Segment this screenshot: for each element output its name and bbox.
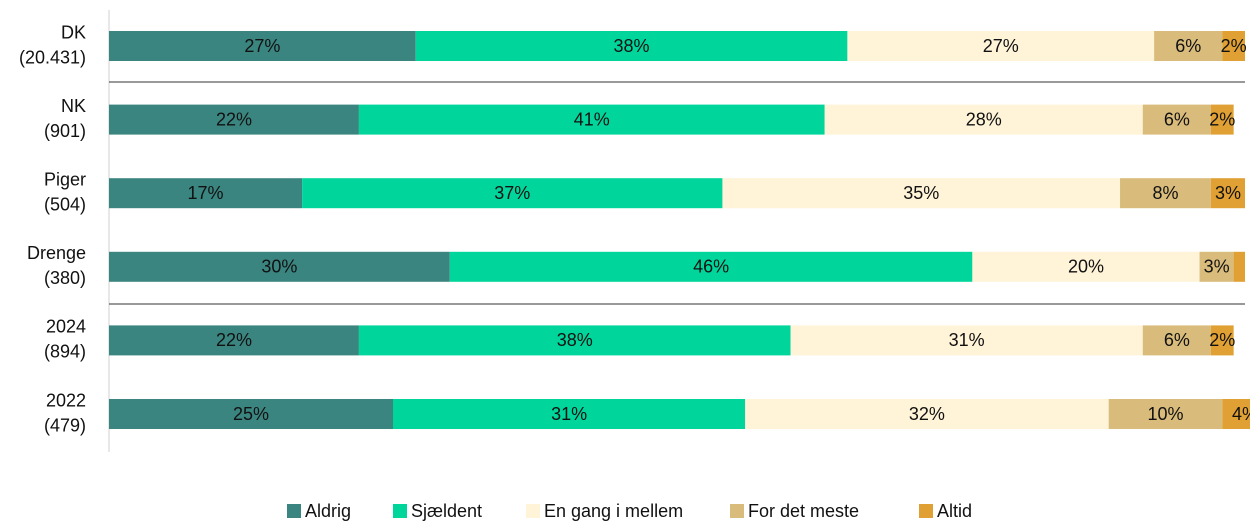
y-tick-label: 2022 <box>46 390 86 410</box>
y-tick-label: DK <box>61 22 86 42</box>
bar-segment <box>109 325 359 356</box>
data-label: 8% <box>1152 183 1178 203</box>
bar-segment <box>1120 178 1211 209</box>
legend-label: Altid <box>937 501 972 521</box>
bar-segment <box>109 31 416 61</box>
data-label: 17% <box>188 183 224 203</box>
legend-label: Sjældent <box>411 501 482 521</box>
legend-label: Aldrig <box>305 501 351 521</box>
data-label: 2% <box>1221 36 1247 56</box>
legend-swatch <box>526 504 540 518</box>
bar-segment <box>1222 399 1250 429</box>
bar-segment <box>415 31 848 61</box>
bar-segment <box>847 31 1155 61</box>
data-label: 46% <box>693 257 729 277</box>
bar-segment <box>1108 399 1223 429</box>
y-tick-label: (479) <box>44 415 86 435</box>
bar-segment <box>1222 31 1245 61</box>
bar-segment <box>109 178 303 209</box>
bar-segment <box>1199 251 1234 282</box>
data-label: 31% <box>551 404 587 424</box>
legend-swatch <box>730 504 744 518</box>
data-label: 6% <box>1164 109 1190 129</box>
data-label: 27% <box>983 36 1019 56</box>
data-label: 41% <box>574 109 610 129</box>
bar-segment <box>1210 325 1234 356</box>
bar-segment <box>393 399 746 429</box>
data-label: 10% <box>1147 404 1183 424</box>
y-tick-label: (504) <box>44 194 86 214</box>
bar-segment <box>358 104 825 135</box>
data-label: 35% <box>903 183 939 203</box>
bar-segment <box>109 399 393 429</box>
legend-label: For det meste <box>748 501 859 521</box>
bar-segment <box>972 251 1200 282</box>
bar-segment <box>745 399 1109 429</box>
data-label: 3% <box>1215 183 1241 203</box>
y-tick-label: Drenge <box>27 243 86 263</box>
data-label: 3% <box>1204 257 1230 277</box>
legend-label: En gang i mellem <box>544 501 683 521</box>
bar-segment <box>358 325 791 356</box>
bar-segment <box>1210 178 1245 209</box>
bar-segment <box>302 178 723 209</box>
bar-segment <box>824 104 1143 135</box>
data-label: 25% <box>233 404 269 424</box>
bar-segment <box>1233 251 1245 282</box>
data-label: 27% <box>244 36 280 56</box>
data-label: 2% <box>1209 109 1235 129</box>
data-label: 4% <box>1232 404 1250 424</box>
bar-segment <box>790 325 1143 356</box>
data-label: 37% <box>494 183 530 203</box>
bar-segment <box>1142 104 1211 135</box>
data-label: 6% <box>1175 36 1201 56</box>
bar-segment <box>109 251 450 282</box>
bar-segment <box>1210 104 1234 135</box>
data-label: 2% <box>1209 330 1235 350</box>
y-tick-label: (901) <box>44 121 86 141</box>
bar-segment <box>1154 31 1223 61</box>
legend-swatch <box>393 504 407 518</box>
bar-segment <box>109 104 359 135</box>
data-label: 32% <box>909 404 945 424</box>
data-label: 38% <box>614 36 650 56</box>
data-label: 31% <box>949 330 985 350</box>
data-label: 20% <box>1068 257 1104 277</box>
y-tick-label: Piger <box>44 169 86 189</box>
legend-swatch <box>287 504 301 518</box>
data-label: 28% <box>966 109 1002 129</box>
bar-segment <box>1142 325 1211 356</box>
data-label: 22% <box>216 109 252 129</box>
y-tick-label: (894) <box>44 342 86 362</box>
bar-segment <box>722 178 1121 209</box>
y-tick-label: 2024 <box>46 317 86 337</box>
legend-swatch <box>919 504 933 518</box>
data-label: 22% <box>216 330 252 350</box>
data-label: 38% <box>557 330 593 350</box>
data-label: 6% <box>1164 330 1190 350</box>
y-tick-label: (380) <box>44 268 86 288</box>
bar-segment <box>449 251 973 282</box>
y-tick-label: (20.431) <box>19 47 86 67</box>
data-label: 30% <box>261 257 297 277</box>
y-tick-label: NK <box>61 96 86 116</box>
